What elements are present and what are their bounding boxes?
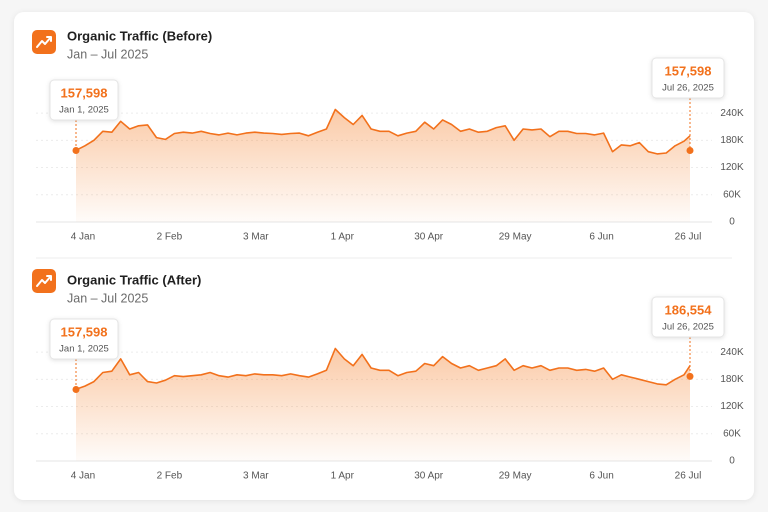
icon-glyph <box>36 275 52 287</box>
x-tick-label: 6 Jun <box>589 232 613 243</box>
tooltip-box <box>49 79 119 121</box>
icon-glyph <box>36 36 52 48</box>
x-tick-label: 30 Apr <box>414 471 444 482</box>
y-tick-label: 0 <box>729 456 735 467</box>
tooltip-box <box>651 296 725 338</box>
point <box>686 146 694 154</box>
y-tick-label: 120K <box>720 162 744 173</box>
x-tick-label: 6 Jun <box>589 471 613 482</box>
chart-subtitle: Jan – Jul 2025 <box>67 291 148 305</box>
line <box>75 347 691 391</box>
chart-title: Organic Traffic (Before) <box>67 28 212 43</box>
tooltip-box <box>49 318 119 360</box>
tooltip-date: Jul 26, 2025 <box>662 83 714 94</box>
x-tick-label: 3 Mar <box>243 232 269 243</box>
tooltip-date: Jan 1, 2025 <box>59 344 109 355</box>
x-tick-label: 1 Apr <box>331 471 355 482</box>
tooltip-value: 157,598 <box>61 85 108 100</box>
tooltip-value: 186,554 <box>665 302 713 317</box>
point <box>72 146 80 154</box>
x-tick-label: 4 Jan <box>71 471 95 482</box>
x-tick-label: 2 Feb <box>157 232 183 243</box>
x-tick-label: 4 Jan <box>71 232 95 243</box>
line <box>75 108 691 155</box>
tooltip-date: Jul 26, 2025 <box>662 322 714 333</box>
tooltip-date: Jan 1, 2025 <box>59 105 109 116</box>
x-tick-label: 26 Jul <box>675 232 702 243</box>
y-tick-label: 180K <box>720 374 744 385</box>
y-tick-label: 0 <box>729 217 735 228</box>
x-tick-label: 3 Mar <box>243 471 269 482</box>
y-tick-label: 60K <box>723 428 741 439</box>
x-tick-label: 26 Jul <box>675 471 702 482</box>
x-tick-label: 2 Feb <box>157 471 183 482</box>
point <box>686 372 694 380</box>
point <box>72 385 80 393</box>
chart-subtitle: Jan – Jul 2025 <box>67 47 148 61</box>
y-tick-label: 240K <box>720 108 744 119</box>
x-tick-label: 30 Apr <box>414 232 444 243</box>
tooltip-box <box>651 57 725 99</box>
chart-title: Organic Traffic (After) <box>67 272 201 287</box>
tooltip-value: 157,598 <box>665 63 712 78</box>
tooltip-value: 157,598 <box>61 324 108 339</box>
x-tick-label: 29 May <box>499 232 532 243</box>
y-tick-label: 240K <box>720 347 744 358</box>
y-tick-label: 60K <box>723 189 741 200</box>
y-tick-label: 180K <box>720 135 744 146</box>
y-tick-label: 120K <box>720 401 744 412</box>
x-tick-label: 29 May <box>499 471 532 482</box>
x-tick-label: 1 Apr <box>331 232 355 243</box>
area <box>76 109 690 222</box>
area <box>76 348 690 461</box>
